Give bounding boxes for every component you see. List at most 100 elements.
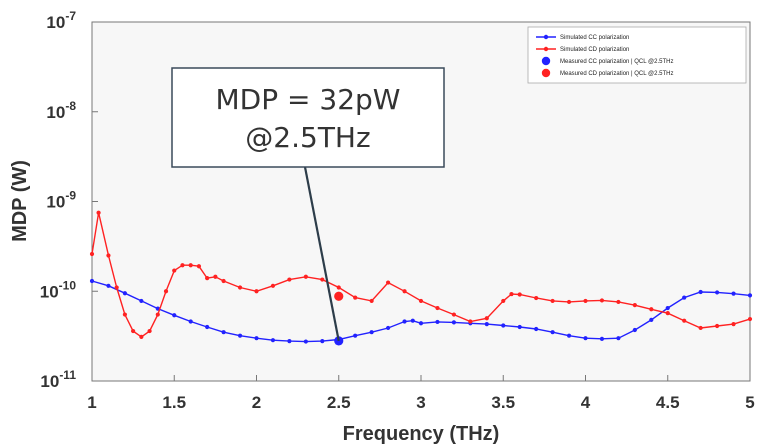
x-tick-label: 2	[252, 393, 261, 412]
data-point	[89, 278, 95, 284]
data-point	[534, 295, 539, 301]
x-tick-labels: 1 1.5 2 2.5 3 3.5 4 4.5 5	[87, 375, 755, 412]
annotation-line-1: MDP = 32pW	[216, 83, 401, 116]
series-group	[89, 210, 753, 340]
data-point	[131, 328, 136, 334]
data-point	[517, 324, 522, 330]
data-point	[747, 293, 753, 298]
data-point	[698, 325, 703, 331]
y-tick-label: 10-11	[40, 368, 76, 391]
data-point	[468, 319, 473, 324]
data-point	[147, 328, 152, 334]
data-point	[649, 307, 654, 312]
data-point	[698, 289, 703, 295]
y-axis-label: MDP (W)	[9, 160, 31, 242]
data-point	[451, 320, 456, 325]
data-point	[180, 263, 185, 268]
legend-box	[527, 26, 747, 84]
data-point	[517, 292, 522, 297]
legend-marker	[541, 56, 551, 66]
series-group	[89, 278, 753, 344]
y-tick-base: 10	[46, 13, 65, 32]
data-point	[682, 318, 687, 323]
x-tick-label: 5	[745, 393, 754, 412]
data-point	[731, 291, 736, 296]
data-point	[254, 336, 259, 341]
data-point	[369, 330, 374, 335]
y-tick-label: 10-8	[46, 99, 76, 122]
data-point	[534, 326, 539, 332]
data-point	[715, 290, 720, 295]
y-tick-base: 10	[46, 193, 65, 212]
data-point	[172, 313, 177, 318]
data-point	[114, 285, 119, 290]
legend-label: Measured CC polarization | QCL @2.5THz	[560, 59, 673, 65]
data-point	[221, 278, 226, 284]
x-tick-label: 1.5	[162, 393, 186, 412]
data-point	[188, 263, 193, 268]
legend-label: Simulated CC polarization	[560, 35, 629, 41]
x-tick-label: 1	[87, 393, 96, 412]
series-line	[91, 212, 751, 338]
y-tick-exponent: -7	[65, 9, 76, 23]
data-point	[139, 334, 144, 340]
data-point	[188, 319, 193, 324]
annotation-box	[171, 67, 445, 168]
y-tick-base: 10	[46, 103, 65, 122]
data-point	[122, 291, 127, 296]
data-point	[599, 298, 605, 303]
data-point	[435, 305, 440, 311]
x-tick-label: 4.5	[656, 393, 680, 412]
data-point	[221, 330, 226, 335]
data-point	[237, 333, 243, 338]
data-point	[583, 298, 588, 304]
data-point	[418, 321, 424, 326]
data-point	[501, 298, 506, 304]
data-point	[566, 333, 572, 338]
data-point	[386, 280, 391, 285]
data-point	[599, 336, 605, 341]
annotation-line-2: @2.5THz	[245, 121, 370, 154]
series-layer	[89, 210, 753, 346]
data-point	[550, 298, 555, 304]
data-point	[484, 322, 489, 327]
data-point	[196, 264, 202, 269]
data-point	[172, 268, 177, 273]
y-tick-label: 10-10	[40, 278, 77, 301]
y-tick-exponent: -11	[59, 368, 76, 382]
legend-marker	[541, 68, 551, 78]
legend-marker	[543, 46, 549, 52]
data-point	[320, 277, 325, 282]
measured-point	[334, 291, 344, 301]
data-point	[583, 336, 588, 341]
data-point	[386, 325, 391, 331]
data-point	[369, 298, 374, 304]
series-group	[334, 291, 344, 301]
data-point	[435, 319, 440, 325]
x-axis-label: Frequency (THz)	[343, 423, 500, 445]
x-tick-label: 2.5	[327, 393, 351, 412]
data-point	[632, 303, 637, 308]
data-point	[254, 289, 259, 294]
data-point	[96, 210, 101, 215]
y-tick-exponent: -8	[65, 99, 76, 113]
data-point	[303, 274, 308, 279]
data-point	[320, 339, 325, 344]
data-point	[649, 317, 654, 322]
data-point	[122, 312, 127, 317]
data-point	[501, 323, 506, 328]
data-point	[410, 318, 415, 323]
data-point	[336, 285, 341, 290]
x-tick-label: 4	[581, 393, 591, 412]
y-tick-label: 10-7	[46, 9, 76, 32]
data-point	[287, 339, 292, 344]
data-point	[237, 285, 243, 290]
data-point	[418, 298, 424, 304]
y-tick-label: 10-9	[46, 189, 76, 212]
data-point	[287, 277, 292, 282]
data-point	[715, 323, 720, 329]
legend-label: Measured CD polarization | QCL @2.5THz	[560, 71, 673, 77]
data-point	[139, 298, 144, 304]
data-point	[205, 276, 210, 281]
